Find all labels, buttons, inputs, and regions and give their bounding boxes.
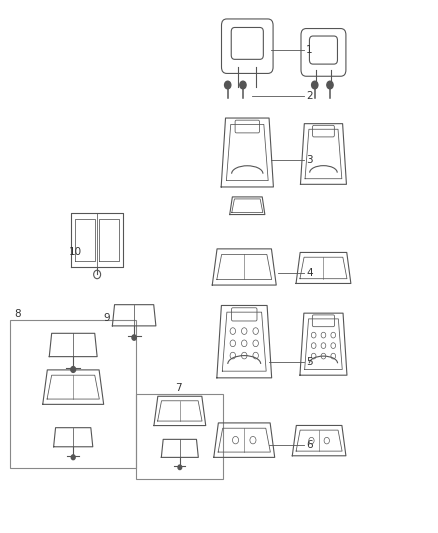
Text: 2: 2	[306, 91, 313, 101]
Circle shape	[240, 81, 246, 89]
Text: 6: 6	[306, 440, 313, 450]
Text: 8: 8	[14, 309, 21, 319]
Text: 3: 3	[306, 156, 313, 165]
Text: 7: 7	[176, 383, 182, 393]
Text: 9: 9	[104, 313, 110, 324]
Circle shape	[132, 335, 136, 340]
Text: 5: 5	[306, 357, 313, 367]
Text: 1: 1	[306, 45, 313, 55]
Text: 10: 10	[69, 247, 82, 257]
Circle shape	[327, 81, 333, 89]
Circle shape	[71, 455, 75, 459]
Circle shape	[225, 81, 231, 89]
Circle shape	[71, 367, 76, 373]
Bar	[136, 394, 223, 479]
Bar	[10, 319, 136, 468]
Circle shape	[178, 465, 182, 470]
Circle shape	[311, 81, 318, 89]
Text: 4: 4	[306, 269, 313, 278]
